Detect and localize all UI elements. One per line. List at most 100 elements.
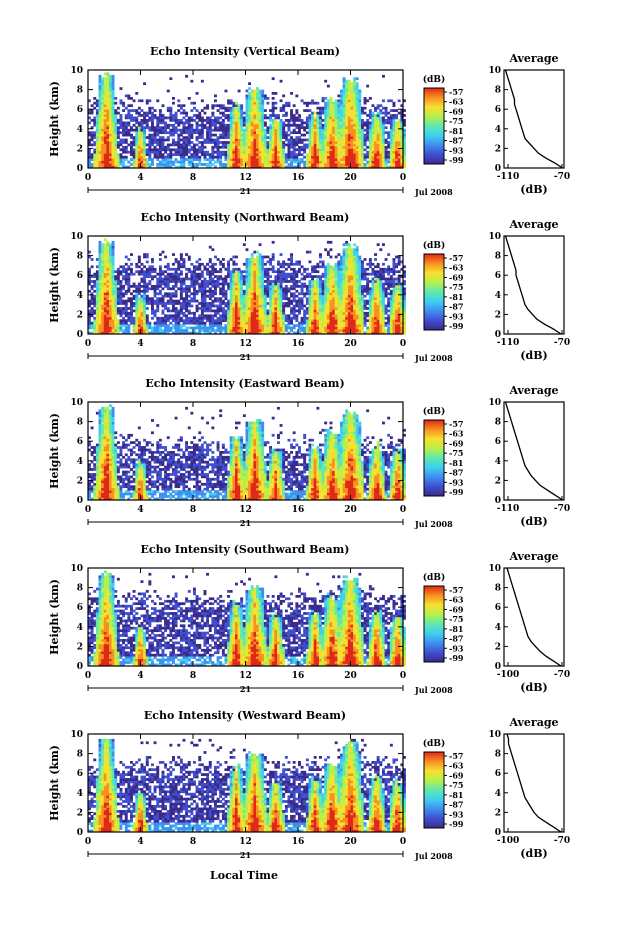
heatmap-cell: [130, 136, 133, 139]
heatmap-cell: [200, 324, 204, 327]
heatmap-cell: [308, 143, 312, 147]
heatmap-cell: [368, 128, 372, 132]
heatmap-cell: [361, 119, 364, 122]
heatmap-cell: [111, 87, 115, 90]
heatmap-cell: [355, 165, 359, 169]
heatmap-cell: [177, 153, 181, 157]
heatmap-cell: [208, 165, 212, 169]
heatmap-cell: [221, 104, 225, 108]
heatmap-cell: [237, 165, 241, 169]
heatmap-cell: [271, 307, 275, 310]
heatmap-cell: [208, 287, 212, 291]
heatmap-cell: [216, 326, 220, 330]
heatmap-cell: [219, 331, 223, 335]
heatmap-cell: [116, 324, 120, 327]
heatmap-cell: [300, 148, 304, 152]
heatmap-cell: [235, 309, 238, 313]
heatmap-cell: [103, 319, 107, 323]
heatmap-cell: [240, 299, 244, 303]
heatmap-cell: [248, 87, 252, 90]
heatmap-cell: [232, 287, 236, 291]
heatmap-cell: [95, 309, 99, 313]
heatmap-cell: [282, 109, 286, 112]
heatmap-cell: [119, 287, 123, 291]
heatmap-cell: [103, 153, 107, 157]
heatmap-cell: [355, 77, 359, 81]
heatmap-cell: [332, 114, 336, 117]
heatmap-cell: [216, 258, 220, 261]
heatmap-cell: [261, 121, 265, 125]
heatmap-cell: [353, 84, 357, 88]
heatmap-cell: [240, 275, 244, 278]
heatmap-cell: [403, 150, 406, 154]
heatmap-cell: [190, 326, 194, 330]
heatmap-cell: [195, 155, 199, 159]
heatmap-cell: [253, 285, 257, 288]
heatmap-cell: [156, 299, 160, 303]
heatmap-cell: [342, 158, 346, 161]
heatmap-cell: [313, 165, 317, 169]
heatmap-cell: [263, 294, 267, 298]
heatmap-cell: [103, 119, 107, 122]
heatmap-cell: [109, 292, 112, 296]
heatmap-cell: [290, 155, 294, 159]
heatmap-cell: [269, 141, 273, 144]
heatmap-cell: [342, 101, 346, 105]
heatmap-cell: [347, 89, 351, 93]
heatmap-cell: [371, 119, 375, 122]
heatmap-cell: [179, 285, 183, 288]
heatmap-cell: [103, 101, 107, 105]
heatmap-cell: [101, 136, 105, 139]
heatmap-cell: [368, 141, 372, 144]
heatmap-cell: [132, 329, 136, 332]
heatmap-cell: [263, 141, 267, 144]
heatmap-cell: [132, 136, 136, 139]
heatmap-cell: [164, 319, 168, 323]
heatmap-cell: [208, 292, 212, 296]
heatmap-cell: [161, 131, 165, 135]
heatmap-cell: [179, 270, 183, 274]
heatmap-cell: [334, 128, 338, 132]
heatmap-cell: [98, 267, 102, 271]
heatmap-cell: [190, 319, 194, 323]
heatmap-cell: [114, 285, 118, 288]
heatmap-cell: [258, 165, 262, 169]
heatmap-cell: [287, 262, 291, 266]
heatmap-cell: [103, 133, 107, 137]
heatmap-cell: [261, 94, 265, 98]
heatmap-cell: [127, 114, 131, 117]
heatmap-cell: [384, 131, 388, 135]
heatmap-cell: [106, 258, 110, 261]
heatmap-cell: [305, 309, 309, 313]
heatmap-cell: [106, 106, 110, 110]
heatmap-cell: [261, 126, 265, 130]
heatmap-cell: [237, 309, 241, 313]
heatmap-cell: [119, 289, 123, 293]
heatmap-cell: [229, 160, 233, 164]
heatmap-cell: [371, 155, 375, 159]
heatmap-cell: [271, 255, 275, 259]
heatmap-cell: [195, 128, 199, 132]
heatmap-cell: [198, 150, 202, 154]
heatmap-cell: [342, 82, 346, 86]
heatmap-cell: [203, 304, 207, 308]
heatmap-cell: [114, 275, 118, 278]
heatmap-cell: [151, 160, 154, 164]
heatmap-cell: [237, 311, 241, 315]
heatmap-cell: [114, 307, 118, 310]
heatmap-cell: [400, 126, 404, 130]
heatmap-cell: [145, 260, 149, 264]
heatmap-cell: [221, 299, 225, 303]
heatmap-cell: [266, 136, 270, 139]
heatmap-cell: [248, 121, 252, 125]
heatmap-cell: [258, 131, 262, 135]
heatmap-cell: [277, 267, 280, 271]
heatmap-cell: [345, 109, 349, 112]
heatmap-cell: [295, 148, 299, 152]
heatmap-cell: [256, 114, 259, 117]
heatmap-cell: [332, 145, 336, 149]
heatmap-cell: [158, 138, 162, 142]
heatmap-cell: [305, 155, 309, 159]
heatmap-cell: [137, 165, 141, 169]
heatmap-cell: [93, 329, 97, 332]
